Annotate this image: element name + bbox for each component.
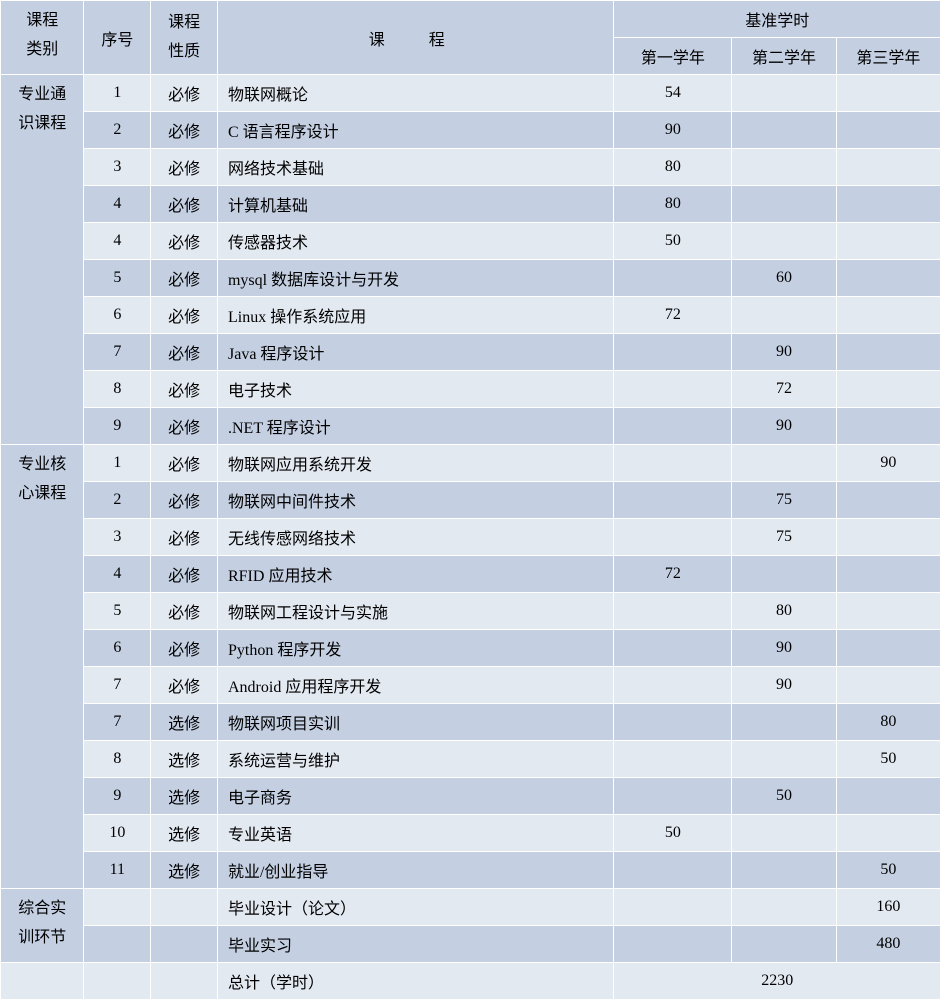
table-row: 6 必修 Linux 操作系统应用 72: [1, 297, 941, 334]
table-row: 2 必修 物联网中间件技术 75: [1, 482, 941, 519]
cell-y1: 54: [614, 75, 732, 112]
table-row: 7 必修 Android 应用程序开发 90: [1, 667, 941, 704]
header-category: 课程 类别: [1, 1, 84, 75]
curriculum-table: 课程 类别 序号 课程 性质 课 程 基准学时 第一学年 第二学年 第三学年 专…: [0, 0, 941, 1000]
header-year1: 第一学年: [614, 38, 732, 75]
table-row: 9 必修 .NET 程序设计 90: [1, 408, 941, 445]
cell-y3: [836, 75, 940, 112]
table-row: 7 选修 物联网项目实训 80: [1, 704, 941, 741]
table-row: 专业核 心课程 1 必修 物联网应用系统开发 90: [1, 445, 941, 482]
table-row: 5 必修 物联网工程设计与实施 80: [1, 593, 941, 630]
table-row: 5 必修 mysql 数据库设计与开发 60: [1, 260, 941, 297]
table-row: 7 必修 Java 程序设计 90: [1, 334, 941, 371]
category-general: 专业通 识课程: [1, 75, 84, 445]
total-row: 总计（学时） 2230: [1, 963, 941, 1000]
table-row: 3 必修 无线传感网络技术 75: [1, 519, 941, 556]
table-row: 3 必修 网络技术基础 80: [1, 149, 941, 186]
table-row: 毕业实习 480: [1, 926, 941, 963]
cell-seq: 1: [84, 75, 151, 112]
table-row: 2 必修 C 语言程序设计 90: [1, 112, 941, 149]
table-row: 专业通 识课程 1 必修 物联网概论 54: [1, 75, 941, 112]
table-row: 综合实 训环节 毕业设计（论文） 160: [1, 889, 941, 926]
header-nature: 课程 性质: [151, 1, 218, 75]
total-value: 2230: [614, 963, 941, 1000]
total-label: 总计（学时）: [217, 963, 613, 1000]
header-row-1: 课程 类别 序号 课程 性质 课 程 基准学时: [1, 1, 941, 38]
table-row: 4 必修 计算机基础 80: [1, 186, 941, 223]
table-row: 4 必修 RFID 应用技术 72: [1, 556, 941, 593]
table-row: 6 必修 Python 程序开发 90: [1, 630, 941, 667]
cell-course: 物联网概论: [217, 75, 613, 112]
table-row: 4 必修 传感器技术 50: [1, 223, 941, 260]
header-seq: 序号: [84, 1, 151, 75]
category-practice: 综合实 训环节: [1, 889, 84, 963]
cell-y2: [732, 75, 836, 112]
header-year3: 第三学年: [836, 38, 940, 75]
category-core: 专业核 心课程: [1, 445, 84, 889]
header-base-hours: 基准学时: [614, 1, 941, 38]
table-row: 10 选修 专业英语 50: [1, 815, 941, 852]
table-row: 8 选修 系统运营与维护 50: [1, 741, 941, 778]
header-course: 课 程: [217, 1, 613, 75]
cell-nature: 必修: [151, 75, 218, 112]
table-row: 11 选修 就业/创业指导 50: [1, 852, 941, 889]
table-row: 8 必修 电子技术 72: [1, 371, 941, 408]
header-year2: 第二学年: [732, 38, 836, 75]
table-row: 9 选修 电子商务 50: [1, 778, 941, 815]
